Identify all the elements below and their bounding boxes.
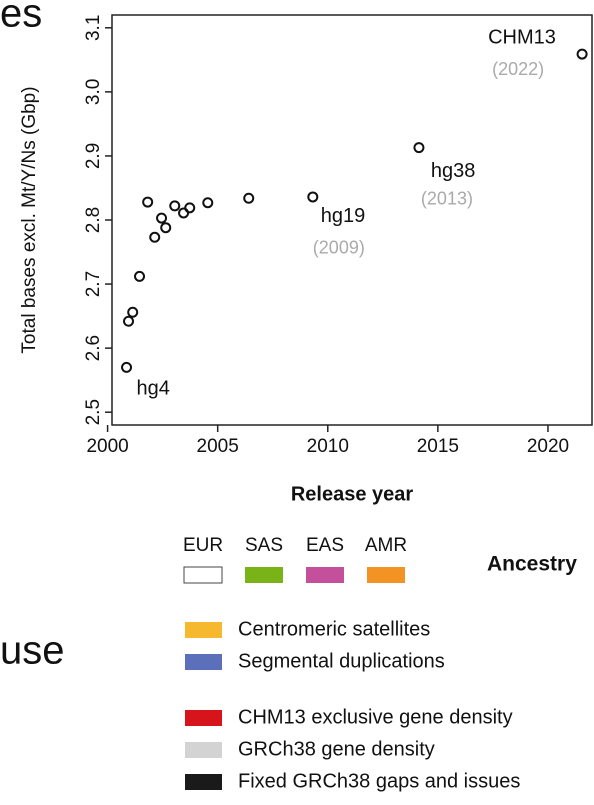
- ancestry-swatch: [367, 567, 405, 583]
- legend-swatch: [185, 774, 222, 790]
- annotation: hg4: [137, 378, 170, 400]
- x-tick-label: 2015: [417, 436, 459, 457]
- point: [243, 192, 255, 204]
- legend-swatch: [185, 742, 222, 758]
- point: [142, 196, 154, 208]
- ancestry-label: EAS: [306, 535, 344, 556]
- legend-swatch: [185, 710, 222, 726]
- y-tick-label: 2.6: [83, 335, 104, 361]
- point: [123, 315, 135, 327]
- point: [156, 212, 168, 224]
- point: [160, 222, 172, 234]
- point: [307, 191, 319, 203]
- ancestry-title: Ancestry: [487, 553, 577, 576]
- annotation-year: (2013): [421, 188, 473, 208]
- x-tick-label: 2005: [197, 436, 239, 457]
- x-tick-label: 2010: [307, 436, 349, 457]
- ancestry-label: SAS: [245, 535, 283, 556]
- y-tick-label: 3.1: [83, 15, 104, 41]
- annotation-year: (2022): [492, 59, 544, 79]
- ancestry-label: EUR: [183, 535, 223, 556]
- legend-swatch: [185, 654, 222, 670]
- annotation: hg38: [431, 160, 476, 182]
- point: [202, 197, 214, 209]
- legend-label: Fixed GRCh38 gaps and issues: [238, 770, 520, 792]
- x-tick-label: 2020: [527, 436, 569, 457]
- ancestry-swatch: [306, 567, 344, 583]
- y-axis-label: Total bases excl. Mt/Y/Ns (Gbp): [19, 86, 40, 353]
- annotation: hg19: [321, 205, 366, 227]
- point: [169, 200, 181, 212]
- legend-label: Segmental duplications: [238, 650, 445, 672]
- y-tick-label: 2.9: [83, 143, 104, 169]
- legend-label: GRCh38 gene density: [238, 738, 435, 760]
- cut-text: use: [0, 629, 65, 673]
- x-axis-label: Release year: [291, 483, 414, 505]
- ancestry-label: AMR: [365, 535, 407, 556]
- point: [184, 202, 196, 214]
- cut-text: es: [0, 0, 42, 36]
- point: [576, 48, 588, 60]
- ancestry-swatch: [245, 567, 283, 583]
- legend-swatch: [185, 622, 222, 638]
- point: [413, 142, 425, 154]
- x-tick-label: 2000: [86, 436, 128, 457]
- y-tick-label: 2.5: [83, 399, 104, 425]
- ancestry-swatch: [183, 566, 223, 584]
- annotation: CHM13: [488, 26, 556, 48]
- annotation-year: (2009): [313, 238, 365, 258]
- y-tick-label: 2.8: [83, 207, 104, 233]
- y-tick-label: 2.7: [83, 271, 104, 297]
- point: [134, 270, 146, 282]
- point: [127, 306, 139, 318]
- point: [121, 361, 133, 373]
- legend-label: CHM13 exclusive gene density: [238, 706, 513, 728]
- point: [149, 231, 161, 243]
- y-tick-label: 3.0: [83, 79, 104, 105]
- legend-label: Centromeric satellites: [238, 618, 430, 640]
